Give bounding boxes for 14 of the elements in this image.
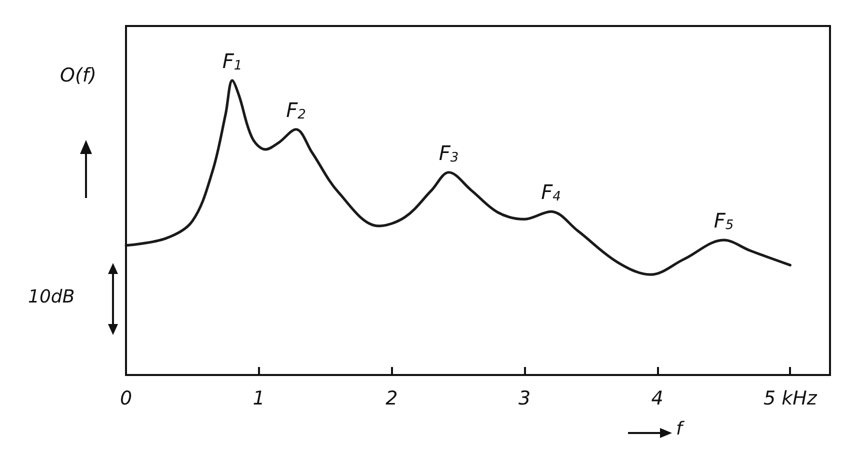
x-tick-label: 4 xyxy=(651,388,664,410)
annotation: F2 xyxy=(286,98,306,122)
x-axis-title: f xyxy=(676,418,685,440)
y-axis-title: O(f) xyxy=(60,64,96,86)
text: 10dB xyxy=(28,286,75,308)
x-tick-label: 5 kHz xyxy=(763,388,818,410)
x-tick-label: 0 xyxy=(120,388,132,410)
annotation: F5 xyxy=(714,208,734,234)
x-tick-label: 2 xyxy=(386,388,398,410)
annotation: F1 xyxy=(222,48,242,74)
annotation: F3 xyxy=(438,140,459,166)
x-tick-label: 1 xyxy=(252,388,265,410)
annotation: F4 xyxy=(541,180,561,205)
x-tick-label: 3 xyxy=(518,388,531,410)
